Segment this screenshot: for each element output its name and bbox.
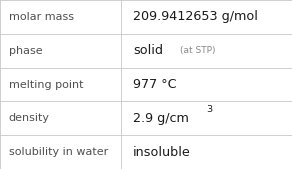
Text: phase: phase bbox=[9, 46, 42, 56]
Text: 977 °C: 977 °C bbox=[133, 78, 176, 91]
Text: molar mass: molar mass bbox=[9, 12, 74, 22]
Text: 2.9 g/cm: 2.9 g/cm bbox=[133, 112, 189, 125]
Text: density: density bbox=[9, 113, 50, 123]
Text: insoluble: insoluble bbox=[133, 146, 191, 159]
Text: solubility in water: solubility in water bbox=[9, 147, 108, 157]
Text: 3: 3 bbox=[206, 104, 213, 114]
Text: (at STP): (at STP) bbox=[180, 46, 216, 55]
Text: 209.9412653 g/mol: 209.9412653 g/mol bbox=[133, 10, 258, 23]
Text: melting point: melting point bbox=[9, 79, 83, 90]
Text: solid: solid bbox=[133, 44, 163, 57]
